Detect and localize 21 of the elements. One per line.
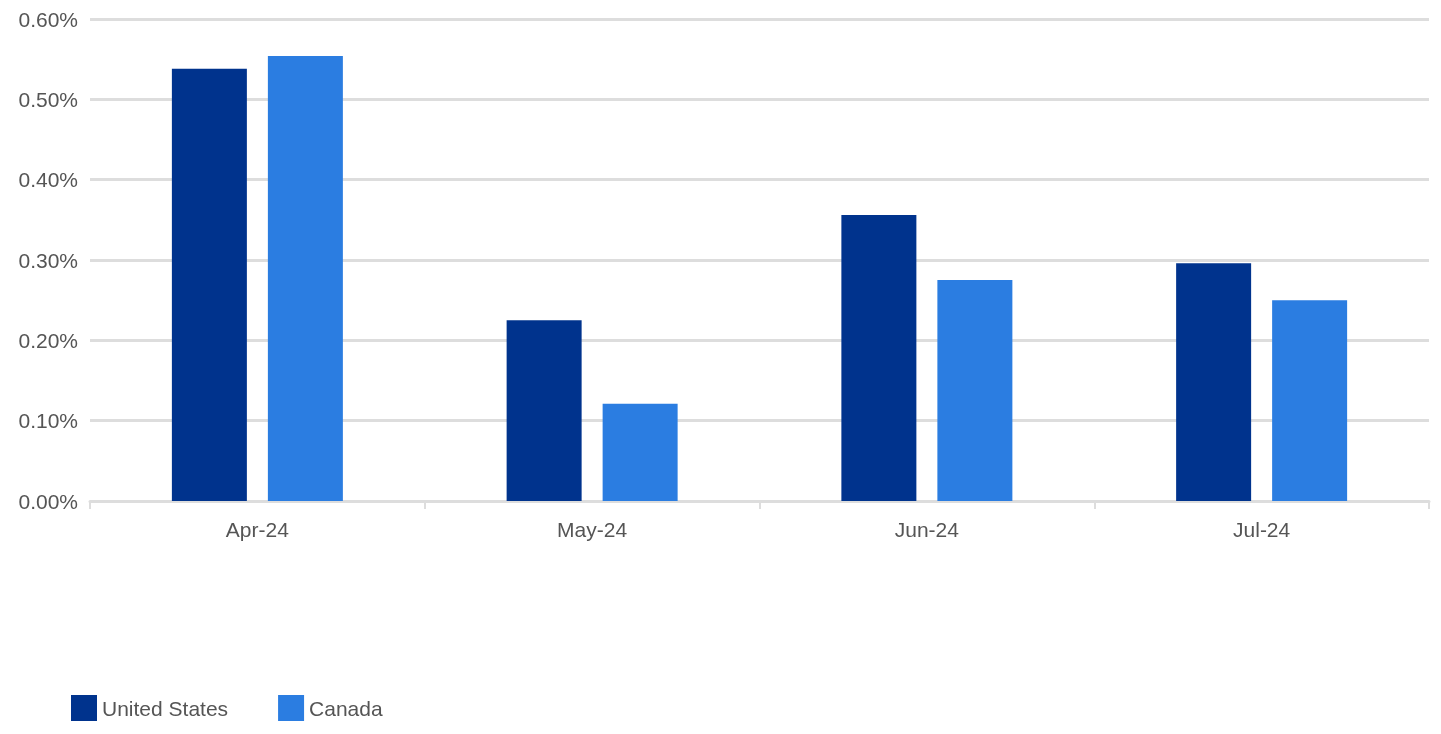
bar — [937, 280, 1013, 501]
bar — [506, 320, 582, 501]
legend-label: United States — [102, 696, 229, 720]
y-tick-label: 0.00% — [18, 489, 78, 513]
x-tick-label: Apr-24 — [225, 518, 290, 541]
x-tick-label: Jun-24 — [894, 518, 960, 541]
x-tick-label: May-24 — [557, 518, 628, 541]
bar — [1176, 263, 1252, 501]
x-tick-label: Jul-24 — [1233, 518, 1291, 541]
bar — [602, 403, 678, 501]
y-tick-label: 0.10% — [18, 409, 78, 433]
bar — [171, 68, 247, 501]
y-tick-label: 0.50% — [18, 87, 78, 111]
bar — [267, 55, 343, 501]
y-tick-label: 0.30% — [18, 248, 78, 272]
y-tick-label: 0.60% — [18, 7, 78, 31]
y-tick-label: 0.20% — [18, 328, 78, 352]
y-tick-label: 0.40% — [18, 168, 78, 192]
bar — [841, 215, 917, 501]
legend-label: Canada — [309, 696, 383, 720]
bar — [1272, 300, 1348, 501]
